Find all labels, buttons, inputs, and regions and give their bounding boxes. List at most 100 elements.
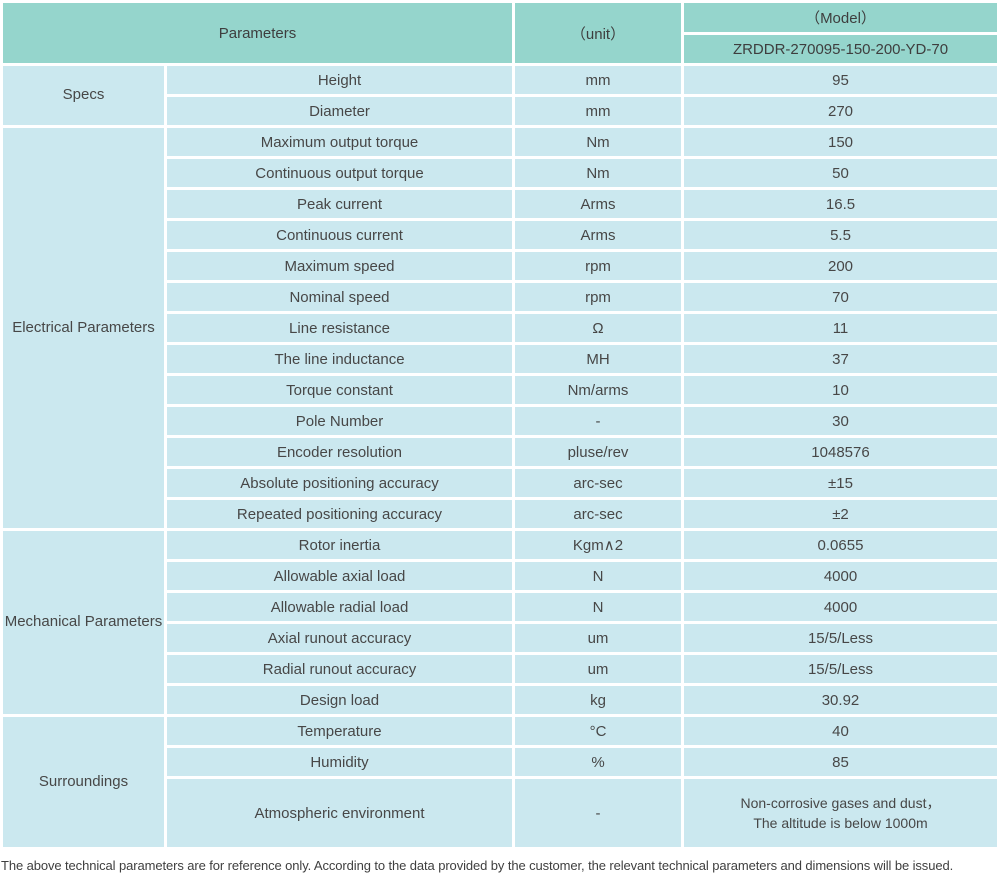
value-cell: Non-corrosive gases and dust， The altitu… <box>684 779 997 847</box>
table-row: Allowable radial load N 4000 <box>3 593 997 621</box>
category-specs: Specs <box>3 66 164 125</box>
param-name-cell: Encoder resolution <box>167 438 512 466</box>
param-name-cell: Repeated positioning accuracy <box>167 500 512 528</box>
unit-cell: pluse/rev <box>515 438 681 466</box>
param-name-cell: Radial runout accuracy <box>167 655 512 683</box>
table-row: Maximum speed rpm 200 <box>3 252 997 280</box>
table-row: Axial runout accuracy um 15/5/Less <box>3 624 997 652</box>
value-cell: 150 <box>684 128 997 156</box>
param-name-cell: The line inductance <box>167 345 512 373</box>
param-name-cell: Humidity <box>167 748 512 776</box>
table-row: Electrical Parameters Maximum output tor… <box>3 128 997 528</box>
param-name-cell: Line resistance <box>167 314 512 342</box>
table-row: Radial runout accuracy um 15/5/Less <box>3 655 997 683</box>
param-name-cell: Diameter <box>167 97 512 125</box>
unit-cell: Ω <box>515 314 681 342</box>
param-name-cell: Nominal speed <box>167 283 512 311</box>
footer-note: The above technical parameters are for r… <box>1 858 954 873</box>
param-name-cell: Continuous current <box>167 221 512 249</box>
category-electrical-parameters: Electrical Parameters <box>3 128 164 528</box>
unit-cell: Nm <box>515 128 681 156</box>
unit-cell: rpm <box>515 283 681 311</box>
unit-cell: °C <box>515 717 681 745</box>
table-row: Diameter mm 270 <box>3 97 997 125</box>
unit-cell: % <box>515 748 681 776</box>
table-row: Continuous output torque Nm 50 <box>3 159 997 187</box>
param-name-cell: Design load <box>167 686 512 714</box>
value-cell: 85 <box>684 748 997 776</box>
unit-cell: kg <box>515 686 681 714</box>
unit-cell: MH <box>515 345 681 373</box>
table-row: Encoder resolution pluse/rev 1048576 <box>3 438 997 466</box>
param-name-cell: Allowable axial load <box>167 562 512 590</box>
param-name-cell: Allowable radial load <box>167 593 512 621</box>
unit-cell: rpm <box>515 252 681 280</box>
header-model-label: （Model） <box>684 3 997 32</box>
value-cell: 10 <box>684 376 997 404</box>
table-row: Repeated positioning accuracy arc-sec ±2 <box>3 500 997 528</box>
param-name-cell: Atmospheric environment <box>167 779 512 847</box>
value-cell: 15/5/Less <box>684 655 997 683</box>
header-parameters: Parameters <box>3 3 512 63</box>
table-row: Surroundings Temperature °C 40 <box>3 717 997 847</box>
value-cell: 200 <box>684 252 997 280</box>
unit-cell: Nm <box>515 159 681 187</box>
value-cell: 37 <box>684 345 997 373</box>
param-name-cell: Maximum output torque <box>167 128 512 156</box>
category-surroundings: Surroundings <box>3 717 164 847</box>
value-cell: 11 <box>684 314 997 342</box>
table-row: The line inductance MH 37 <box>3 345 997 373</box>
table-row: Torque constant Nm/arms 10 <box>3 376 997 404</box>
table-row: Peak current Arms 16.5 <box>3 190 997 218</box>
unit-cell: Arms <box>515 190 681 218</box>
table-row: Allowable axial load N 4000 <box>3 562 997 590</box>
value-cell: 30 <box>684 407 997 435</box>
value-cell: 5.5 <box>684 221 997 249</box>
param-name-cell: Height <box>167 66 512 94</box>
unit-cell: um <box>515 655 681 683</box>
table-row: Pole Number - 30 <box>3 407 997 435</box>
param-name-cell: Peak current <box>167 190 512 218</box>
unit-cell: arc-sec <box>515 500 681 528</box>
table-row: Line resistance Ω 11 <box>3 314 997 342</box>
param-name-cell: Torque constant <box>167 376 512 404</box>
table-row: Nominal speed rpm 70 <box>3 283 997 311</box>
value-cell: ±15 <box>684 469 997 497</box>
unit-cell: N <box>515 593 681 621</box>
param-name-cell: Pole Number <box>167 407 512 435</box>
header-model-value: ZRDDR-270095-150-200-YD-70 <box>684 35 997 63</box>
table-row: Humidity % 85 <box>3 748 997 776</box>
category-mechanical-parameters: Mechanical Parameters <box>3 531 164 714</box>
table-row: Atmospheric environment - Non-corrosive … <box>3 779 997 847</box>
unit-cell: Arms <box>515 221 681 249</box>
value-cell: 16.5 <box>684 190 997 218</box>
unit-cell: - <box>515 779 681 847</box>
table-row: Mechanical Parameters Rotor inertia Kgm∧… <box>3 531 997 714</box>
unit-cell: mm <box>515 66 681 94</box>
param-name-cell: Temperature <box>167 717 512 745</box>
value-cell: 4000 <box>684 593 997 621</box>
table-row: Specs Height mm 95 <box>3 66 997 125</box>
param-name-cell: Continuous output torque <box>167 159 512 187</box>
table-row: Continuous current Arms 5.5 <box>3 221 997 249</box>
value-cell: 0.0655 <box>684 531 997 559</box>
value-cell: 1048576 <box>684 438 997 466</box>
unit-cell: Nm/arms <box>515 376 681 404</box>
value-cell: 270 <box>684 97 997 125</box>
param-name-cell: Absolute positioning accuracy <box>167 469 512 497</box>
unit-cell: - <box>515 407 681 435</box>
unit-cell: Kgm∧2 <box>515 531 681 559</box>
value-cell: 40 <box>684 717 997 745</box>
value-cell: 4000 <box>684 562 997 590</box>
value-cell: 30.92 <box>684 686 997 714</box>
value-cell: 95 <box>684 66 997 94</box>
param-name-cell: Rotor inertia <box>167 531 512 559</box>
value-cell: ±2 <box>684 500 997 528</box>
value-cell: 70 <box>684 283 997 311</box>
param-name-cell: Axial runout accuracy <box>167 624 512 652</box>
unit-cell: mm <box>515 97 681 125</box>
table-row: Absolute positioning accuracy arc-sec ±1… <box>3 469 997 497</box>
spec-table: Parameters （unit） （Model） ZRDDR-270095-1… <box>3 3 997 847</box>
param-name-cell: Maximum speed <box>167 252 512 280</box>
